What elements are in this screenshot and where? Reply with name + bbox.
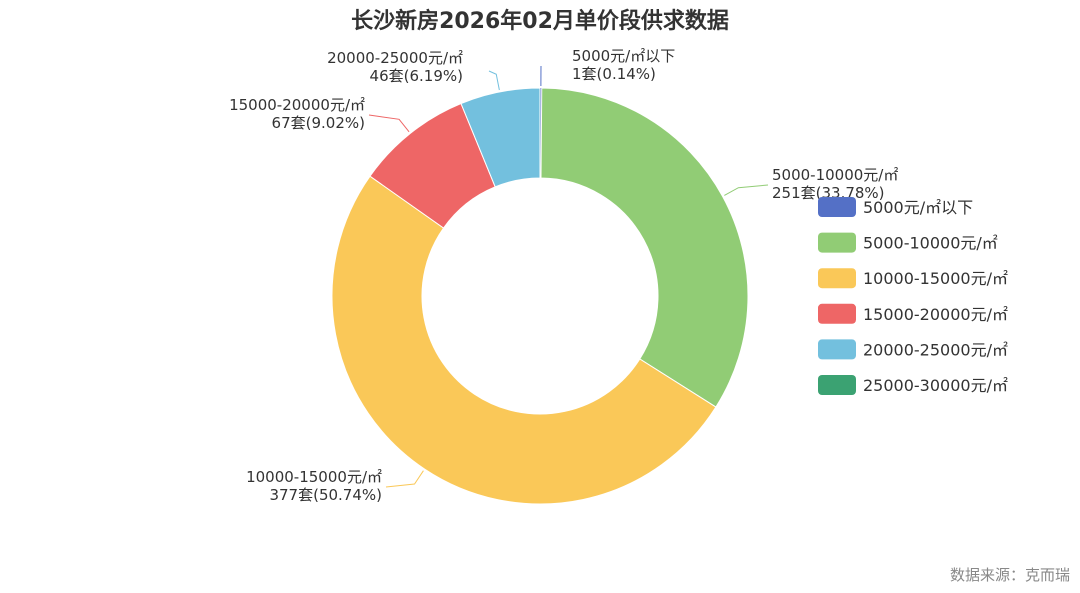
leader-line-5 [488,70,500,91]
slice-label-name-5: 20000-25000元/㎡ [327,49,463,67]
legend-label-5: 20000-25000元/㎡ [863,340,1008,359]
slice-label-value-5: 46套(6.19%) [370,67,463,85]
donut-slices [331,87,749,505]
data-source-note: 数据来源：克而瑞 [950,566,1070,584]
slice-label-name-4: 15000-20000元/㎡ [229,96,365,114]
chart-title: 长沙新房2026年02月单价段供求数据 [351,8,729,34]
slice-label-name-2: 5000-10000元/㎡ [772,166,898,184]
legend-swatch-3 [818,268,856,289]
slice-label-value-2: 251套(33.78%) [772,184,885,202]
legend-label-1: 5000元/㎡以下 [863,198,973,217]
leader-line-2 [724,184,769,196]
slice-label-name-1: 5000元/㎡以下 [572,47,675,65]
legend-swatch-2 [818,232,856,253]
slice-2 [540,87,749,408]
slice-5 [460,87,541,188]
legend-swatch-6 [818,375,856,395]
legend-label-4: 15000-20000元/㎡ [863,305,1008,324]
slice-3 [331,175,717,505]
legend-label-6: 25000-30000元/㎡ [863,376,1008,395]
leader-line-3 [385,470,424,488]
legend-swatch-4 [818,303,856,324]
legend-swatch-5 [818,339,856,360]
legend-label-3: 10000-15000元/㎡ [863,269,1008,288]
slice-label-value-3: 377套(50.74%) [269,486,382,504]
legend-swatch-1 [818,197,856,217]
slice-label-value-4: 67套(9.02%) [272,114,365,132]
legend: 5000元/㎡以下 5000-10000元/㎡ 10000-15000元/㎡ 1500… [818,197,1008,395]
slice-label-value-1: 1套(0.14%) [572,65,656,83]
legend-label-2: 5000-10000元/㎡ [863,234,998,253]
leader-line-4 [368,114,410,133]
slice-label-name-3: 10000-15000元/㎡ [246,468,382,486]
